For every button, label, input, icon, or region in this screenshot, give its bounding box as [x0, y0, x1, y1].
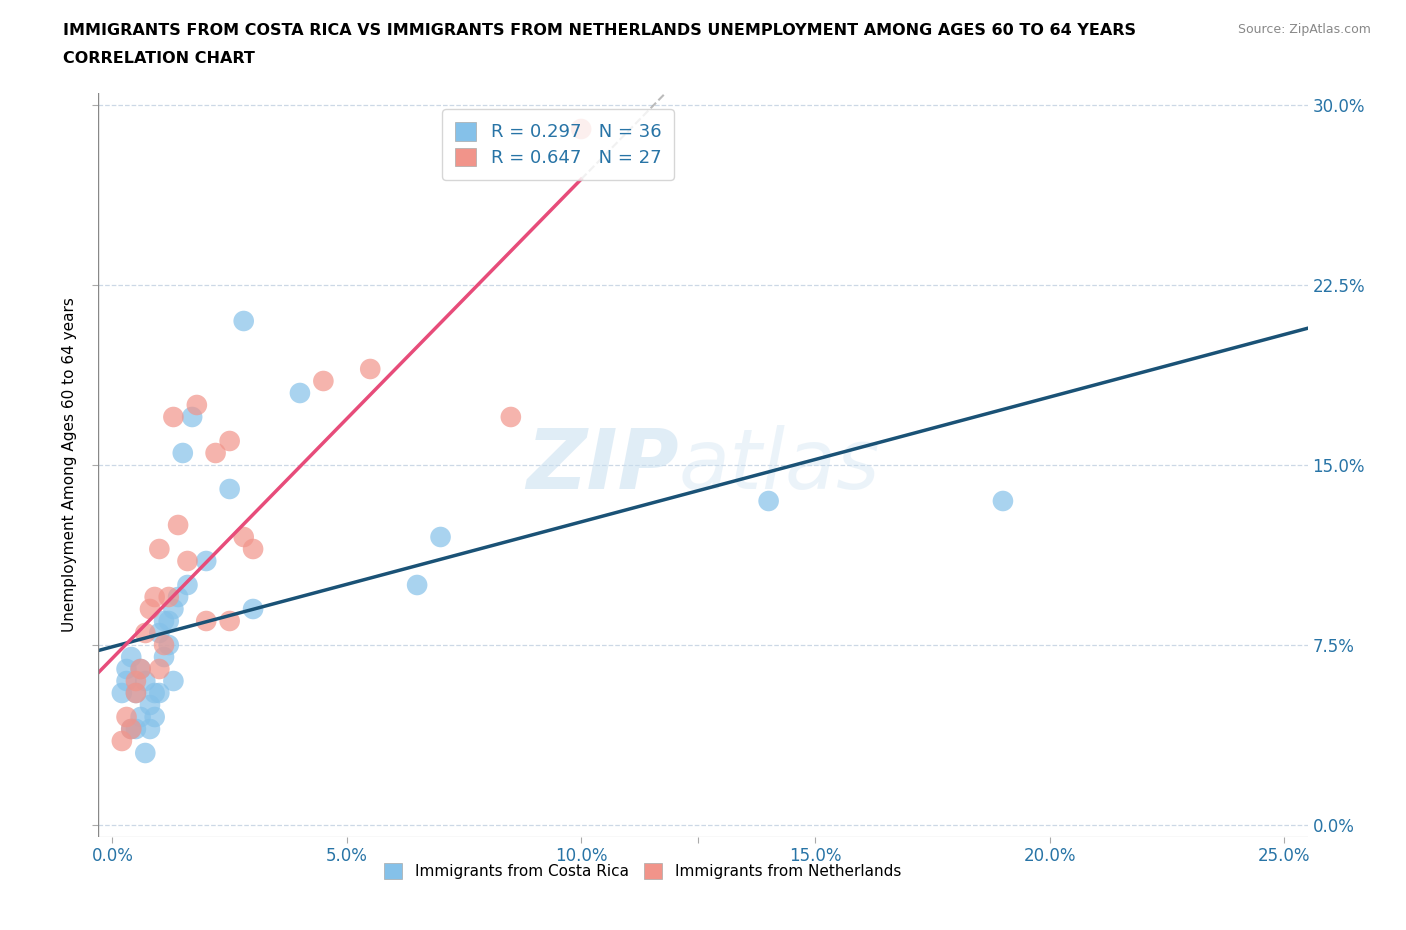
Point: [148, 685, 170, 700]
Point: [312, 374, 335, 389]
Point: [176, 578, 198, 592]
Point: [143, 590, 166, 604]
Point: [195, 553, 218, 568]
Point: [120, 649, 142, 664]
Text: Source: ZipAtlas.com: Source: ZipAtlas.com: [1237, 23, 1371, 36]
Point: [148, 626, 170, 641]
Point: [115, 661, 138, 676]
Point: [429, 529, 451, 544]
Point: [139, 602, 162, 617]
Point: [134, 746, 156, 761]
Point: [242, 602, 264, 617]
Point: [139, 698, 162, 712]
Point: [242, 541, 264, 556]
Point: [172, 445, 194, 460]
Point: [129, 661, 152, 676]
Point: [143, 685, 166, 700]
Point: [162, 673, 184, 688]
Point: [162, 409, 184, 424]
Point: [176, 553, 198, 568]
Point: [125, 722, 148, 737]
Point: [143, 710, 166, 724]
Point: [148, 541, 170, 556]
Point: [157, 614, 180, 629]
Point: [499, 409, 522, 424]
Point: [181, 409, 204, 424]
Point: [195, 614, 218, 629]
Point: [218, 614, 240, 629]
Point: [232, 529, 254, 544]
Point: [186, 397, 208, 412]
Point: [218, 433, 240, 448]
Point: [167, 518, 190, 533]
Point: [125, 685, 148, 700]
Point: [115, 673, 138, 688]
Y-axis label: Unemployment Among Ages 60 to 64 years: Unemployment Among Ages 60 to 64 years: [62, 298, 77, 632]
Point: [204, 445, 226, 460]
Point: [232, 313, 254, 328]
Point: [115, 710, 138, 724]
Text: CORRELATION CHART: CORRELATION CHART: [63, 51, 254, 66]
Point: [991, 494, 1014, 509]
Point: [288, 386, 311, 401]
Text: ZIP: ZIP: [526, 424, 679, 506]
Point: [125, 685, 148, 700]
Point: [157, 590, 180, 604]
Point: [157, 638, 180, 653]
Point: [153, 638, 176, 653]
Point: [569, 122, 592, 137]
Point: [129, 661, 152, 676]
Point: [167, 590, 190, 604]
Point: [148, 661, 170, 676]
Point: [162, 602, 184, 617]
Point: [129, 710, 152, 724]
Point: [111, 734, 134, 749]
Point: [153, 614, 176, 629]
Point: [406, 578, 429, 592]
Point: [120, 722, 142, 737]
Point: [134, 673, 156, 688]
Point: [134, 626, 156, 641]
Point: [125, 673, 148, 688]
Point: [359, 362, 381, 377]
Text: IMMIGRANTS FROM COSTA RICA VS IMMIGRANTS FROM NETHERLANDS UNEMPLOYMENT AMONG AGE: IMMIGRANTS FROM COSTA RICA VS IMMIGRANTS…: [63, 23, 1136, 38]
Point: [120, 722, 142, 737]
Point: [139, 722, 162, 737]
Point: [111, 685, 134, 700]
Point: [218, 482, 240, 497]
Legend: Immigrants from Costa Rica, Immigrants from Netherlands: Immigrants from Costa Rica, Immigrants f…: [378, 857, 907, 885]
Point: [153, 649, 176, 664]
Point: [758, 494, 780, 509]
Text: atlas: atlas: [679, 424, 880, 506]
